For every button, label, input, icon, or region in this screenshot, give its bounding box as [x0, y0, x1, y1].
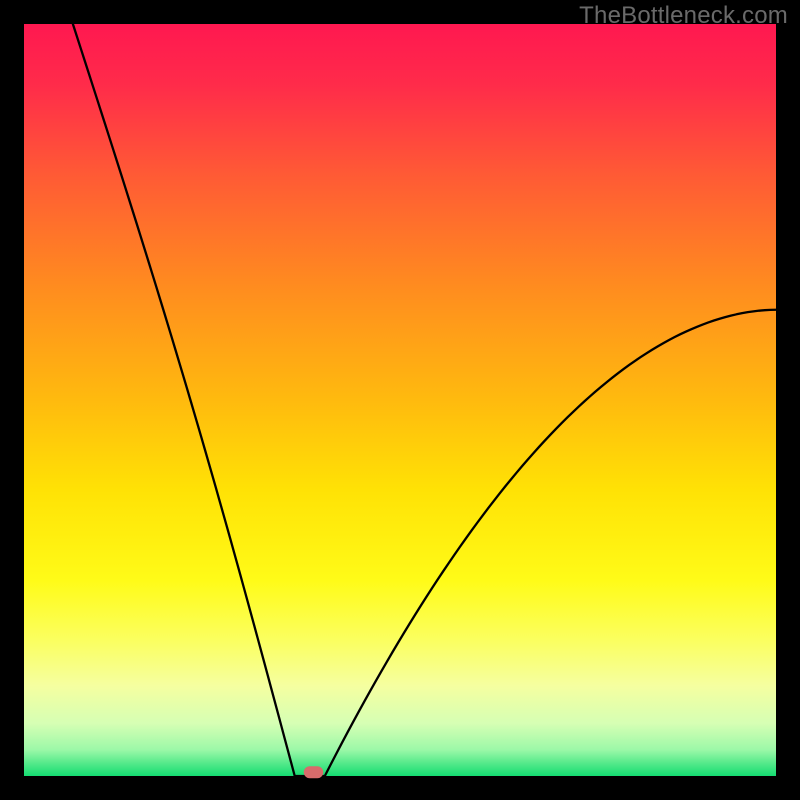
- bottleneck-chart: [0, 0, 800, 800]
- optimal-marker: [304, 766, 324, 778]
- watermark-text: TheBottleneck.com: [579, 2, 788, 30]
- chart-frame: TheBottleneck.com: [0, 0, 800, 800]
- plot-background: [24, 24, 776, 776]
